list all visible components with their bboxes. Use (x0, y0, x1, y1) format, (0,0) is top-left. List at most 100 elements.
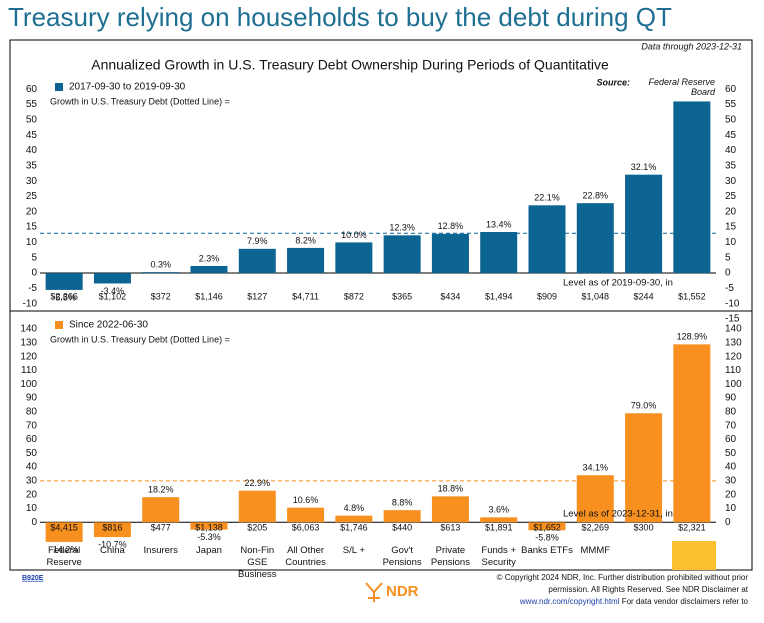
bar (45, 522, 83, 542)
bar (576, 203, 614, 274)
bar (431, 233, 469, 274)
value-label: 18.2% (148, 485, 174, 495)
bar (238, 490, 276, 523)
y-tick-label: 80 (26, 407, 38, 418)
bar (335, 242, 373, 274)
y2-tick-label: 15 (725, 222, 737, 233)
chart-title: Annualized Growth in U.S. Treasury Debt … (91, 57, 609, 73)
y2-tick-label: 40 (725, 145, 737, 156)
level-label: $372 (151, 291, 171, 301)
x-tick-label: Japan (196, 545, 222, 556)
legend-label: 2017-09-30 to 2019-09-30 (69, 82, 186, 93)
y2-tick-label: 90 (725, 393, 737, 404)
y-tick-label: 40 (26, 462, 38, 473)
bar (190, 522, 228, 530)
level-title: Level as of 2023-12-31, in (563, 509, 673, 520)
y2-tick-label: 50 (725, 114, 737, 125)
level-label: $365 (392, 291, 412, 301)
value-label: 34.1% (583, 463, 609, 473)
bar (528, 205, 566, 274)
y-tick-label: 25 (26, 191, 38, 202)
legend-swatch (55, 83, 63, 91)
y2-tick-label: 60 (725, 84, 737, 95)
level-label: $1,652 (533, 522, 561, 532)
bar (287, 507, 325, 523)
value-label: -5.3% (197, 532, 221, 542)
y2-tick-label: 0 (725, 517, 731, 528)
level-label: $477 (151, 522, 171, 532)
value-label: 32.1% (631, 162, 657, 172)
y2-tick-label: 55 (725, 99, 737, 110)
value-label: 18.8% (438, 484, 464, 494)
value-label: 12.8% (438, 221, 464, 231)
y2-tick-label: 10 (725, 237, 737, 248)
x-tick-label: Insurers (143, 545, 178, 556)
legend-swatch (55, 321, 63, 329)
level-label: $1,048 (582, 291, 610, 301)
y-tick-label: 30 (26, 476, 38, 487)
level-label: $1,494 (485, 291, 513, 301)
y-tick-label: 60 (26, 84, 38, 95)
bar (528, 522, 566, 531)
y-tick-label: 35 (26, 160, 38, 171)
y-tick-label: 20 (26, 206, 38, 217)
y2-tick-label: 30 (725, 476, 737, 487)
y-tick-label: 55 (26, 99, 38, 110)
level-label: $2,321 (678, 522, 706, 532)
y2-tick-label: -10 (725, 298, 740, 309)
copyright-url[interactable]: www.ndr.com/copyright.html (519, 597, 620, 606)
source-label: Source: (596, 77, 630, 87)
y2-tick-label: 0 (725, 268, 731, 279)
y-tick-label: 100 (20, 379, 37, 390)
y2-tick-label: 70 (725, 420, 737, 431)
reference-label: Growth in U.S. Treasury Debt (Dotted Lin… (50, 334, 230, 344)
bar (383, 510, 421, 523)
level-label: $205 (247, 522, 267, 532)
y-tick-label: 20 (26, 489, 38, 500)
x-tick-label: Federal Reserve (46, 545, 82, 568)
y-tick-label: -10 (23, 298, 38, 309)
value-label: 128.9% (677, 332, 708, 342)
bar (625, 174, 663, 274)
value-label: -14.2% (50, 544, 79, 554)
y2-tick-label: 20 (725, 489, 737, 500)
x-tick-label: Gov't Pensions (382, 545, 422, 568)
y-tick-label: 110 (21, 365, 37, 376)
y2-tick-label: 110 (725, 365, 741, 376)
y-tick-label: 130 (20, 337, 37, 348)
y-tick-label: 10 (26, 503, 38, 514)
level-label: $244 (634, 291, 654, 301)
level-label: $2,269 (582, 522, 610, 532)
bar (480, 231, 518, 274)
logo-icon (365, 582, 383, 602)
y2-tick-label: 100 (725, 379, 742, 390)
y-tick-label: 30 (26, 176, 38, 187)
value-label: -5.8% (535, 533, 559, 543)
y-tick-label: 0 (31, 517, 37, 528)
note: Data through 2023-12-31 (641, 41, 742, 51)
y-tick-label: 10 (26, 237, 38, 248)
chart-frame (9, 39, 753, 571)
value-label: 13.4% (486, 219, 512, 229)
level-label: $613 (440, 522, 460, 532)
y2-tick-label: 80 (725, 407, 737, 418)
level-label: $127 (247, 291, 267, 301)
y2-tick-label: -15 (725, 314, 740, 325)
value-label: 79.0% (631, 401, 657, 411)
value-label: 10.6% (293, 495, 319, 505)
highlight-box (672, 541, 716, 570)
bar (238, 248, 276, 274)
y-tick-label: 50 (26, 448, 38, 459)
y2-tick-label: 35 (725, 160, 737, 171)
level-label: $300 (634, 522, 654, 532)
y-tick-label: -5 (28, 283, 37, 294)
value-label: 0.3% (150, 259, 171, 269)
value-label: 3.6% (488, 505, 509, 515)
level-label: $1,146 (195, 291, 223, 301)
level-label: $1,746 (340, 522, 368, 532)
bar (625, 413, 663, 523)
copyright: © Copyright 2024 NDR, Inc. Further distr… (496, 573, 748, 594)
level-label: $4,711 (292, 291, 319, 301)
bar (93, 522, 131, 538)
